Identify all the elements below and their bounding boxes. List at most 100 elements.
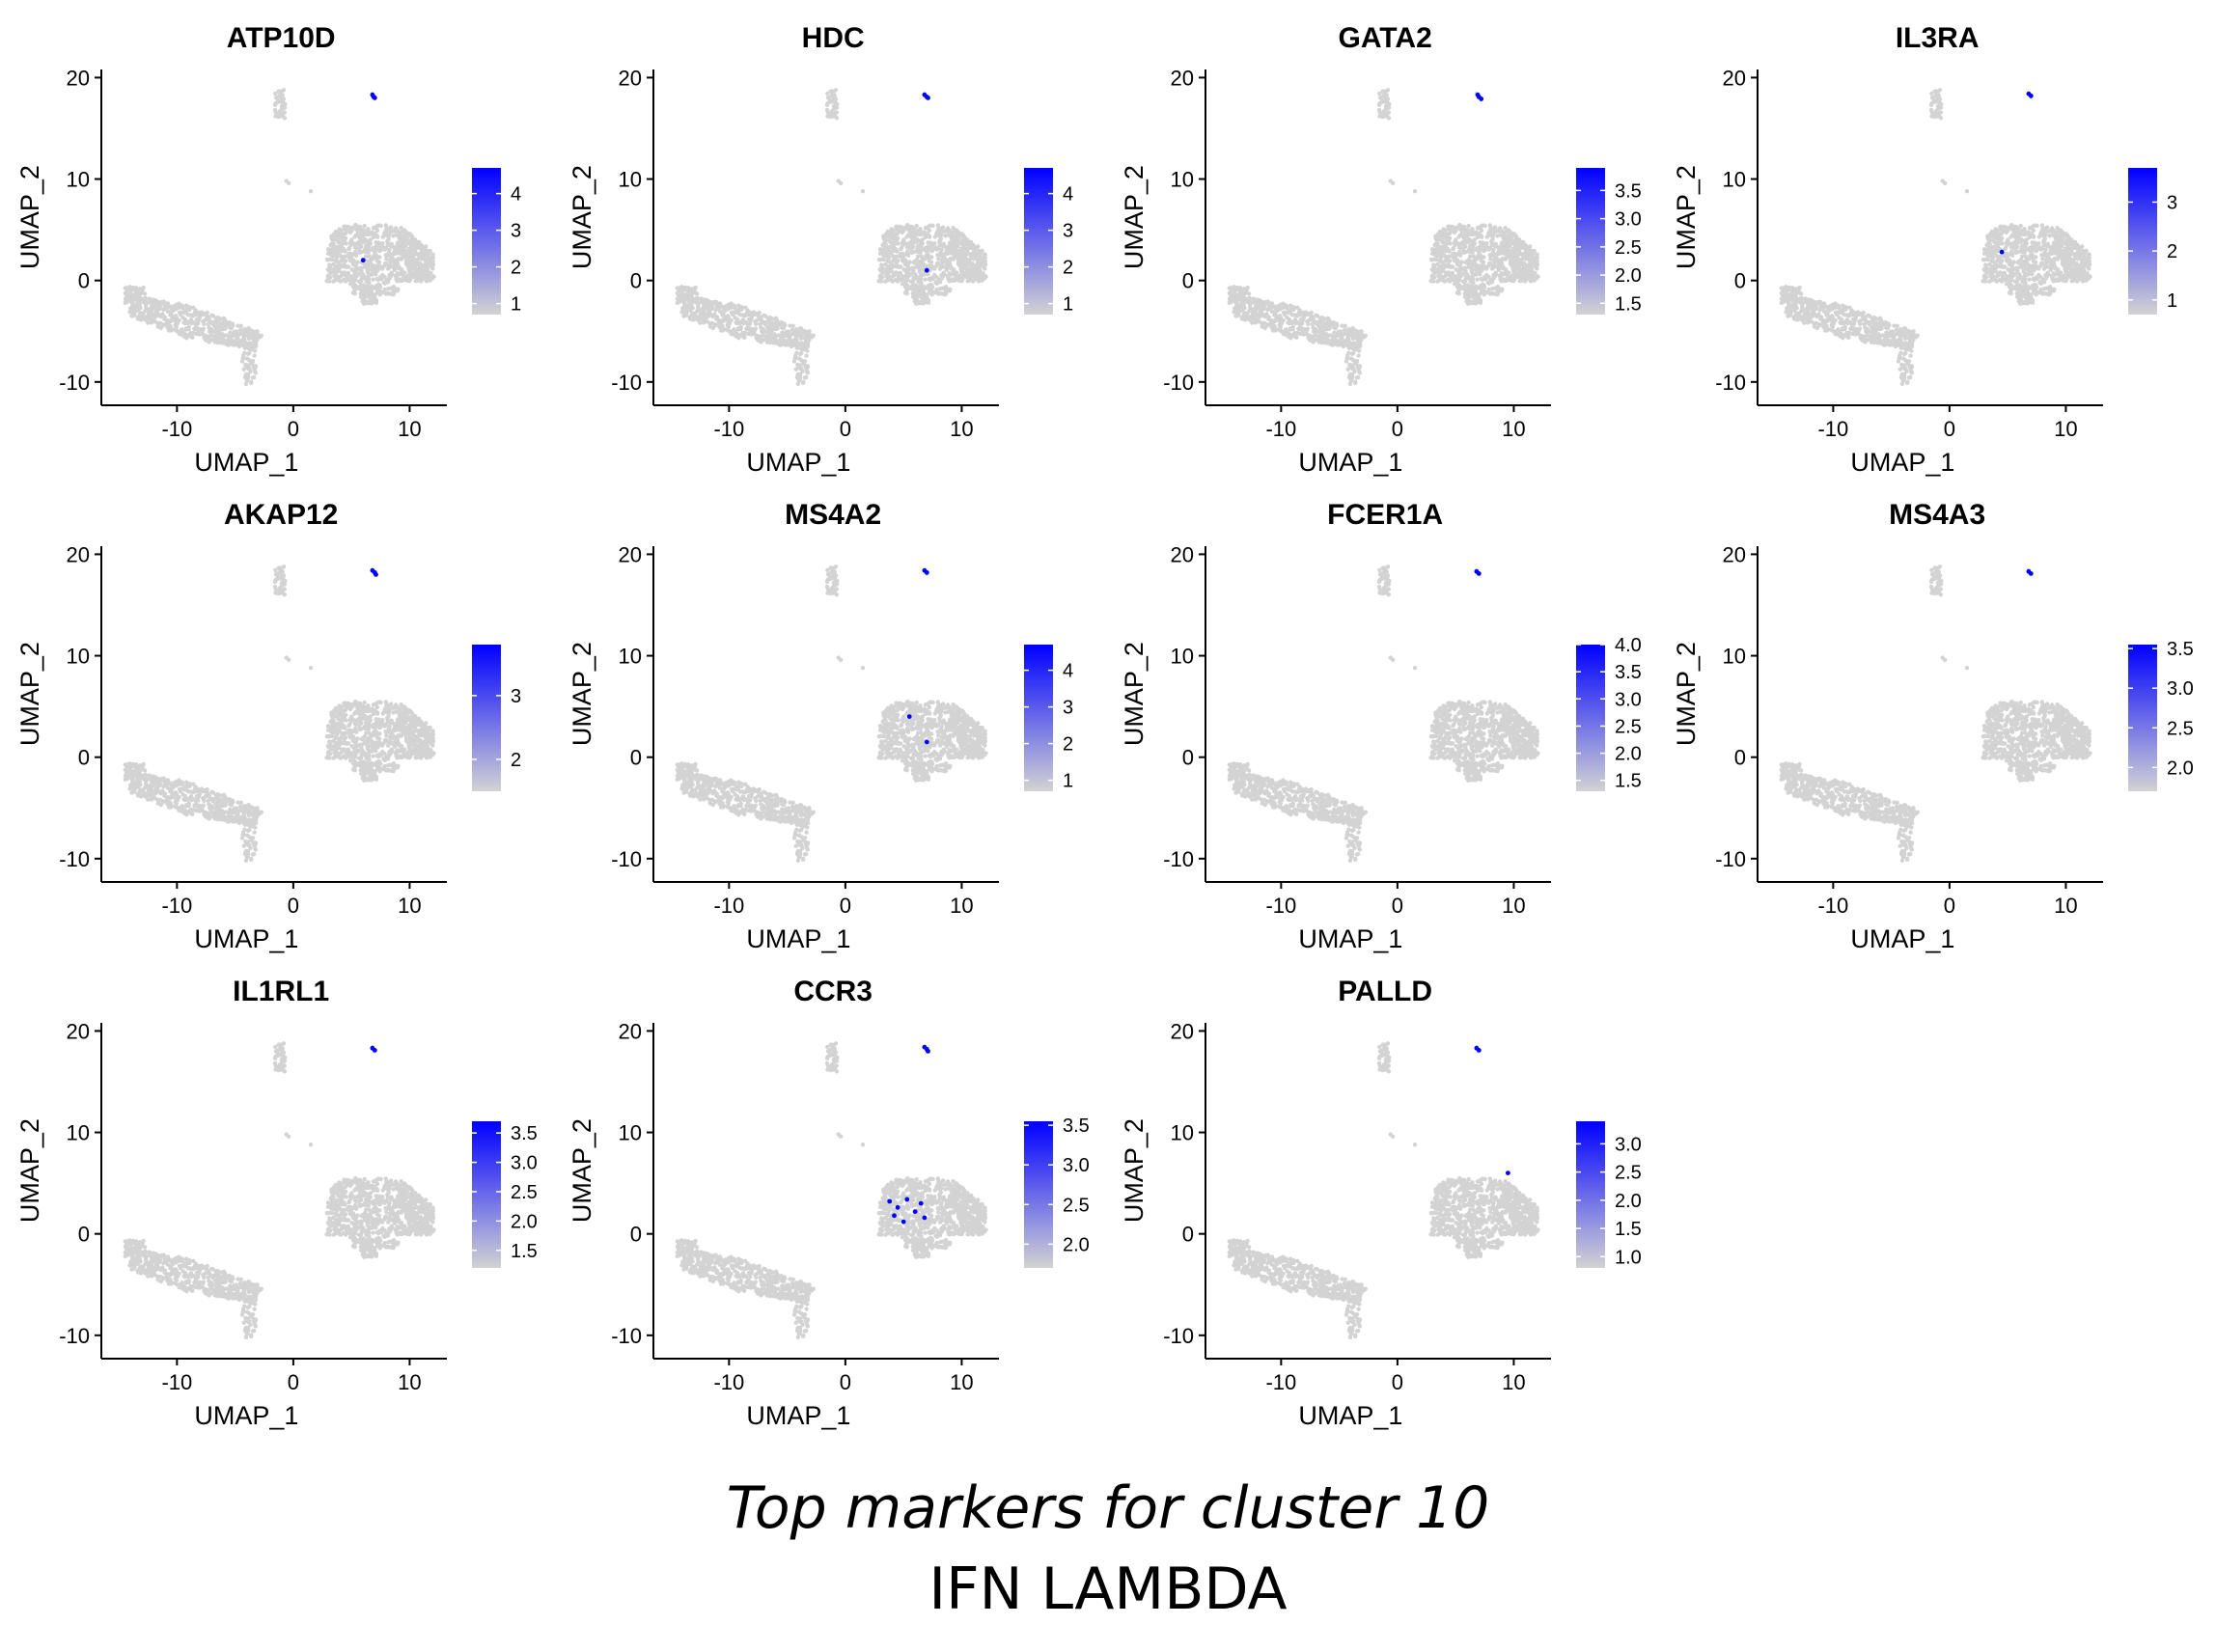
cell-point: [1233, 308, 1237, 313]
cell-point: [1351, 350, 1356, 355]
cell-point: [1260, 321, 1265, 326]
cell-point: [148, 308, 153, 313]
cell-point: [1348, 333, 1353, 338]
cell-point: [1468, 279, 1473, 284]
cell-point: [135, 300, 140, 305]
cell-point: [907, 231, 912, 235]
cell-point: [1479, 234, 1484, 239]
cell-point: [1277, 327, 1282, 332]
cell-point: [1465, 293, 1470, 299]
cell-point: [934, 261, 940, 266]
y-tick-label: 0: [1182, 269, 1194, 293]
cell-point: [161, 307, 166, 313]
cell-point: [1463, 270, 1468, 276]
cell-point: [959, 264, 964, 269]
cell-point: [939, 253, 945, 258]
cell-point: [901, 267, 906, 272]
cell-point: [342, 227, 346, 232]
y-axis-label: UMAP_2: [15, 165, 44, 269]
cell-point: [240, 328, 246, 333]
cell-point: [1516, 248, 1522, 253]
cell-point: [125, 288, 129, 293]
cell-point: [959, 277, 965, 282]
cell-point: [962, 257, 967, 262]
cell-point: [978, 262, 983, 266]
cell-point: [935, 223, 940, 228]
cell-point: [1310, 335, 1316, 340]
cell-point: [368, 288, 373, 292]
cell-point: [1314, 313, 1318, 317]
cell-point: [1336, 340, 1342, 344]
cell-point: [1412, 189, 1418, 194]
cell-point: [193, 310, 198, 315]
cell-point: [710, 314, 715, 319]
x-tick-label: 10: [1502, 417, 1525, 441]
cell-point: [1354, 347, 1359, 352]
cell-point: [1494, 257, 1499, 262]
cell-point: [426, 262, 430, 266]
cell-point: [259, 333, 263, 338]
cell-point: [1229, 288, 1233, 293]
cell-point: [219, 325, 224, 330]
cell-point: [1325, 316, 1331, 320]
cell-point: [344, 279, 348, 284]
cell-point: [251, 374, 257, 380]
cell-point: [1521, 255, 1526, 260]
cell-point: [1233, 298, 1238, 304]
cell-point: [937, 238, 942, 244]
cell-point: [275, 96, 280, 101]
cell-point: [407, 253, 412, 259]
cell-point: [900, 277, 905, 282]
cell-point: [1289, 305, 1295, 310]
cell-point: [398, 241, 402, 246]
feature-plot-gata2: GATA2-10 0 10-1001020UMAP_1UMAP_21.52.02.5…: [1120, 22, 1642, 477]
cell-point: [352, 291, 357, 296]
cell-point: [1475, 277, 1480, 282]
cell-point: [1260, 311, 1264, 316]
cell-point: [399, 270, 403, 276]
cell-point: [1525, 256, 1530, 262]
cell-point: [382, 287, 387, 292]
cell-point: [1513, 241, 1518, 247]
cell-point: [943, 285, 949, 289]
cell-point: [336, 239, 341, 245]
cell-point: [1284, 327, 1288, 332]
cell-point: [1318, 337, 1323, 342]
cell-point: [251, 343, 256, 347]
cell-point: [1506, 240, 1511, 245]
cell-point: [348, 251, 353, 256]
cell-point: [1503, 270, 1509, 276]
cell-point: [1490, 263, 1496, 268]
cell-point: [1451, 245, 1456, 251]
cell-point: [1464, 227, 1470, 232]
cell-point: [1498, 260, 1503, 265]
cell-point: [1431, 257, 1436, 262]
cell-point: [1453, 277, 1458, 282]
cell-point: [1460, 285, 1465, 289]
cell-point: [927, 234, 932, 239]
cell-point: [366, 250, 371, 255]
cell-point: [177, 310, 182, 316]
plot-title: IL3RA: [1896, 22, 1980, 54]
cell-point: [280, 111, 285, 116]
cell-point: [927, 224, 932, 229]
cell-point: [899, 264, 903, 269]
expressing-cell-point: [360, 258, 366, 263]
cell-point: [241, 367, 246, 372]
cell-point: [692, 299, 698, 304]
cell-point: [1288, 309, 1293, 314]
cell-point: [1312, 329, 1317, 334]
cell-point: [355, 231, 360, 235]
cell-point: [1239, 308, 1245, 313]
cell-point: [896, 279, 900, 284]
cell-point: [903, 282, 908, 287]
cell-point: [1479, 224, 1484, 229]
cell-point: [362, 264, 368, 269]
cell-point: [717, 318, 722, 323]
cell-point: [904, 291, 909, 296]
cell-point: [1488, 257, 1493, 262]
cell-point: [1482, 223, 1487, 229]
cell-point: [890, 279, 896, 284]
cell-point: [148, 313, 152, 318]
cell-point: [878, 275, 883, 281]
